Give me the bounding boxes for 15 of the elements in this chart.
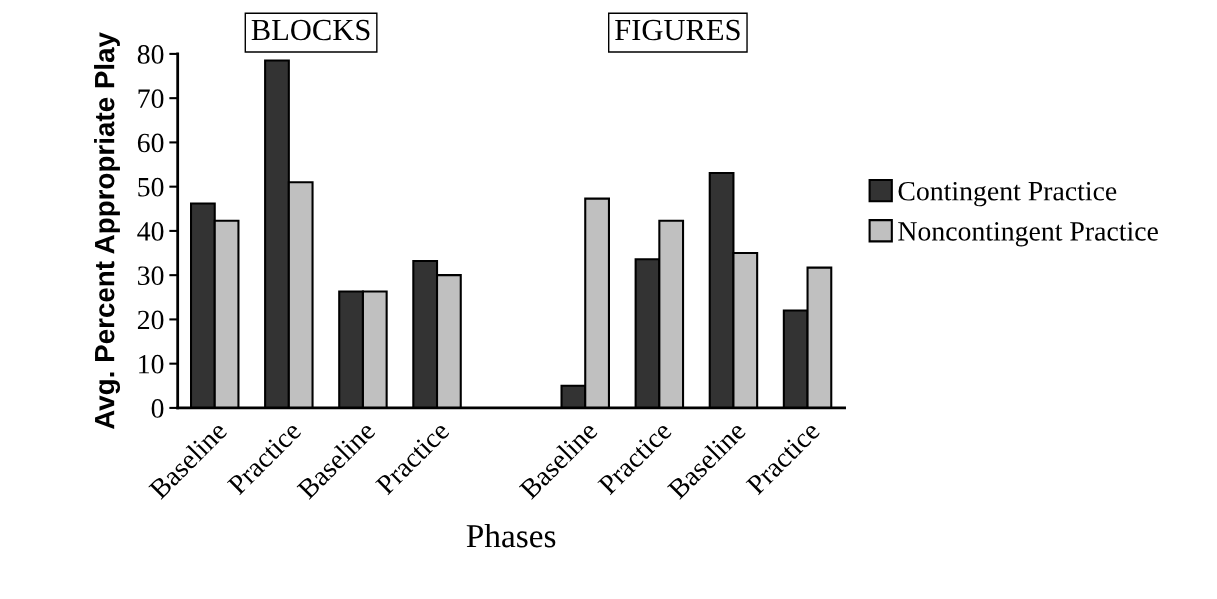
legend-label: Noncontingent Practice [898, 222, 1158, 247]
x-axis-title: Phases [466, 523, 556, 548]
y-tick-label: 60 [137, 133, 164, 153]
y-tick-label: 30 [138, 266, 164, 286]
y-tick-label: 80 [137, 45, 164, 64]
y-tick-label: 70 [138, 89, 164, 109]
text: FIGURES [615, 19, 740, 41]
y-axis-title: Avg. Percent Appropriate Play [94, 32, 121, 430]
y-tick-label: 0 [151, 399, 164, 418]
y-tick-label: 10 [139, 354, 164, 374]
legend-label: Contingent Practice [898, 181, 1117, 207]
text: BLOCKS [251, 19, 370, 41]
y-tick-label: 20 [137, 310, 164, 330]
y-tick-label: 40 [137, 222, 164, 241]
y-tick-label: 50 [138, 177, 164, 197]
